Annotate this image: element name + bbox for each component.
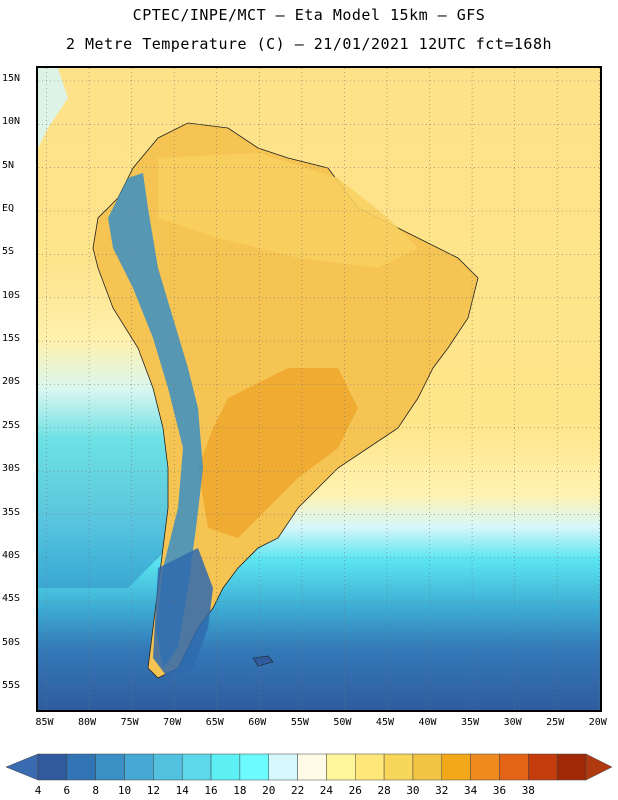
latitude-label: 5S [2,246,15,258]
colorbar-tick-label: 34 [464,784,478,797]
patagonia-cold [153,548,213,678]
longitude-label: 25W [546,717,565,728]
colorbar-tick-label: 6 [63,784,71,797]
longitude-label: 60W [248,717,267,728]
colorbar-swatch [412,753,443,781]
colorbar-under-arrow [5,753,39,781]
north-pacific-cool-band [38,68,68,148]
latitude-label: 40S [2,549,21,561]
colorbar-tick-label: 12 [146,784,160,797]
colorbar-swatch [326,753,356,781]
latitude-label: 35S [2,506,21,518]
longitude-label: 75W [120,717,139,728]
colorbar-tick-label: 24 [319,784,334,797]
colorbar-swatch [124,753,154,781]
latitude-label: 20S [2,376,21,388]
colorbar-tick-label: 16 [204,784,218,797]
colorbar-swatch [297,753,327,781]
colorbar-swatch [66,753,96,781]
northern-warm-region [158,153,418,268]
colorbar-swatch [268,753,298,781]
colorbar-tick-label: 36 [492,784,507,797]
latitude-label: 15S [2,333,21,345]
colorbar-tick-label: 22 [290,784,305,797]
central-hot-region [198,368,358,538]
colorbar-swatch [383,753,414,781]
colorbar-tick-label: 30 [406,784,420,797]
latitude-label: 15N [2,73,21,84]
colorbar-tick-label: 28 [377,784,391,797]
andes-cold-strip [108,173,203,668]
colorbar-tick-label: 20 [262,784,276,797]
colorbar-tick-label: 18 [233,784,247,797]
colorbar-swatch [556,753,587,781]
colorbar-tick-label: 4 [34,784,42,797]
colorbar-tick-label: 32 [435,784,449,797]
colorbar-tick-label: 10 [117,784,132,797]
temperature-map [38,68,600,710]
latitude-label: 45S [2,593,21,605]
colorbar-swatch [355,753,385,781]
colorbar-tick-label: 26 [348,784,362,797]
title-line-2: 2 Metre Temperature (C) – 21/01/2021 12U… [65,35,553,53]
longitude-label: 20W [588,717,607,728]
colorbar-swatch [239,753,269,781]
map-panel [36,66,602,712]
longitude-label: 80W [78,717,97,728]
longitude-label: 85W [35,717,54,728]
colorbar-swatch [528,753,558,781]
latitude-label: 10N [2,116,21,128]
latitude-label: 25S [2,419,21,431]
colorbar [5,753,613,781]
latitude-label: 10S [2,289,21,301]
colorbar-tick-label: 14 [175,784,189,797]
longitude-label: 55W [290,717,309,728]
latitude-label: 50S [2,636,21,648]
colorbar-tick-label: 8 [92,784,99,797]
colorbar-swatch [470,753,500,781]
latitude-label: 5N [2,159,15,171]
colorbar-over-arrow [585,753,613,781]
longitude-label: 50W [333,717,352,728]
falklands [252,655,274,667]
colorbar-swatch [181,753,212,781]
colorbar-swatch [153,753,183,781]
latitude-label: EQ [2,203,15,215]
colorbar-swatch [499,753,529,781]
longitude-label: 65W [205,717,224,728]
colorbar-swatch [95,753,125,781]
latitude-label: 55S [2,679,21,691]
colorbar-tick-label: 38 [521,784,535,797]
longitude-label: 35W [461,717,480,728]
longitude-label: 30W [503,717,522,728]
colorbar-swatch [441,753,471,781]
colorbar-swatch [37,753,68,781]
longitude-label: 70W [163,717,182,728]
latitude-label: 30S [2,463,21,475]
longitude-label: 40W [418,717,437,728]
title-line-1: CPTEC/INPE/MCT – Eta Model 15km – GFS [132,6,486,24]
longitude-label: 45W [375,717,394,728]
colorbar-swatch [210,753,241,781]
